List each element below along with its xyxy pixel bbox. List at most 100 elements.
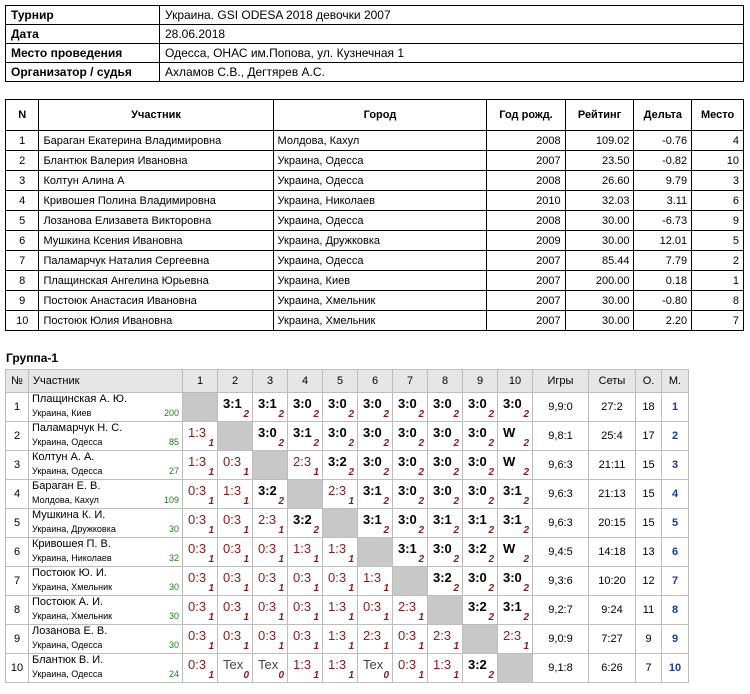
- result-score: 3:1: [293, 425, 312, 440]
- result-points: 1: [243, 583, 249, 594]
- participant-row: 4 Кривошея Полина Владимировна Украина, Ни…: [4, 190, 744, 211]
- result-score: 3:2: [293, 512, 312, 527]
- grid-result: 0:3 1: [217, 624, 253, 654]
- result-score: 0:3: [223, 570, 242, 585]
- result-points: 1: [208, 641, 214, 652]
- player-sub: Украина, Киев 200: [32, 407, 182, 420]
- player-rating: 200: [163, 408, 179, 418]
- participant-cell: Колтун Алина А: [38, 170, 274, 191]
- result-score: 3:0: [363, 396, 382, 411]
- result-points: 2: [523, 583, 529, 594]
- group-title: Группа-1: [6, 351, 59, 365]
- grid-row: 10 Блантюк В. И. Украина, Одесса 24 0:3 1 Tex 0…: [5, 653, 689, 683]
- participant-cell: 1: [691, 270, 744, 291]
- result-score: 0:3: [258, 628, 277, 643]
- participant-cell: 30.00: [564, 210, 635, 231]
- grid-result: 1:3 1: [322, 595, 358, 625]
- grid-result: 1:3 1: [427, 653, 463, 683]
- grid-diagonal: [497, 653, 533, 683]
- grid-result: 3:1 2: [462, 508, 498, 538]
- result-score: 0:3: [223, 599, 242, 614]
- result-points: 1: [348, 641, 354, 652]
- participant-cell: 8: [4, 270, 40, 291]
- grid-result: 3:0 2: [392, 479, 428, 509]
- result-points: 1: [208, 583, 214, 594]
- grid-place: 8: [661, 595, 689, 625]
- result-score: 1:3: [188, 454, 207, 469]
- grid-result: 3:0 2: [462, 421, 498, 451]
- grid-result: 3:0 2: [392, 421, 428, 451]
- participant-cell: 12.01: [633, 230, 693, 251]
- grid-result: 2:3 1: [392, 595, 428, 625]
- result-points: 1: [418, 612, 424, 623]
- result-points: 1: [278, 612, 284, 623]
- result-points: 1: [208, 467, 214, 478]
- result-points: 2: [383, 438, 389, 449]
- grid-player: Кривошея П. В. Украина, Николаев 32: [28, 537, 183, 567]
- grid-result: 3:1 2: [392, 537, 428, 567]
- player-city: Украина, Киев: [32, 408, 92, 418]
- participant-cell: Украина, Одесса: [272, 250, 488, 271]
- result-points: 2: [383, 409, 389, 420]
- info-row: Турнир Украина. GSI ODESA 2018 девочки 20…: [5, 5, 744, 25]
- grid-result: 0:3 1: [182, 508, 218, 538]
- result-points: 2: [488, 583, 494, 594]
- participant-cell: 2: [4, 150, 40, 171]
- result-score: 3:0: [468, 570, 487, 585]
- result-points: 2: [418, 438, 424, 449]
- participant-cell: Постоюк Анастасия Ивановна: [38, 290, 274, 311]
- result-score: 3:0: [433, 425, 452, 440]
- result-score: 3:0: [398, 396, 417, 411]
- result-score: 0:3: [258, 570, 277, 585]
- participant-cell: 9: [691, 210, 744, 231]
- result-score: 2:3: [363, 628, 382, 643]
- participant-cell: 85.44: [564, 250, 635, 271]
- grid-row: 6 Кривошея П. В. Украина, Николаев 32 0:3 1 0:…: [5, 537, 689, 567]
- participant-cell: Постоюк Юлия Ивановна: [38, 310, 274, 331]
- result-points: 1: [313, 467, 319, 478]
- grid-result: 3:0 2: [462, 479, 498, 509]
- grid-player: Плащинская А. Ю. Украина, Киев 200: [28, 392, 183, 422]
- result-score: 3:0: [468, 454, 487, 469]
- result-score: 0:3: [258, 599, 277, 614]
- result-points: 0: [243, 670, 249, 681]
- grid-place: 9: [661, 624, 689, 654]
- grid-result: 3:0 2: [462, 566, 498, 596]
- result-points: 2: [418, 525, 424, 536]
- grid-header-cell: №: [5, 369, 29, 393]
- participants-header-cell: Год рожд.: [486, 99, 566, 131]
- grid-player: Лозанова Е. В. Украина, Одесса 30: [28, 624, 183, 654]
- participant-cell: 26.60: [564, 170, 635, 191]
- info-key: Дата: [5, 24, 160, 44]
- result-points: 1: [348, 554, 354, 565]
- player-name: Постоюк Ю. И.: [32, 567, 107, 579]
- info-key: Турнир: [5, 5, 160, 25]
- result-points: 2: [453, 525, 459, 536]
- grid-games: 9,1:8: [532, 653, 589, 683]
- player-rating: 109: [163, 495, 179, 505]
- grid-sets: 27:2: [588, 392, 636, 422]
- grid-header-cell: 5: [322, 369, 358, 393]
- result-score: 3:2: [468, 657, 487, 672]
- grid-row: 5 Мушкина К. И. Украина, Дружковка 30 0:3 1 0:…: [5, 508, 689, 538]
- result-points: 2: [488, 496, 494, 507]
- info-row: Место проведения Одесса, ОНАС им.Попова, …: [5, 43, 744, 63]
- player-city: Украина, Одесса: [32, 640, 103, 650]
- result-points: 1: [243, 641, 249, 652]
- participant-cell: 0.18: [633, 270, 693, 291]
- player-sub: Украина, Хмельник 30: [32, 581, 182, 594]
- grid-header-cell: Игры: [532, 369, 589, 393]
- grid-result: 3:0 2: [322, 392, 358, 422]
- result-score: 3:1: [503, 599, 522, 614]
- result-points: 1: [243, 525, 249, 536]
- grid-result: 1:3 1: [217, 479, 253, 509]
- grid-result: 0:3 1: [217, 595, 253, 625]
- participant-cell: 109.02: [564, 130, 635, 151]
- result-points: 2: [348, 409, 354, 420]
- grid-result: 3:0 2: [427, 450, 463, 480]
- grid-games: 9,0:9: [532, 624, 589, 654]
- result-points: 2: [523, 525, 529, 536]
- participant-cell: 9.79: [633, 170, 693, 191]
- result-points: 1: [348, 583, 354, 594]
- result-score: 3:0: [398, 425, 417, 440]
